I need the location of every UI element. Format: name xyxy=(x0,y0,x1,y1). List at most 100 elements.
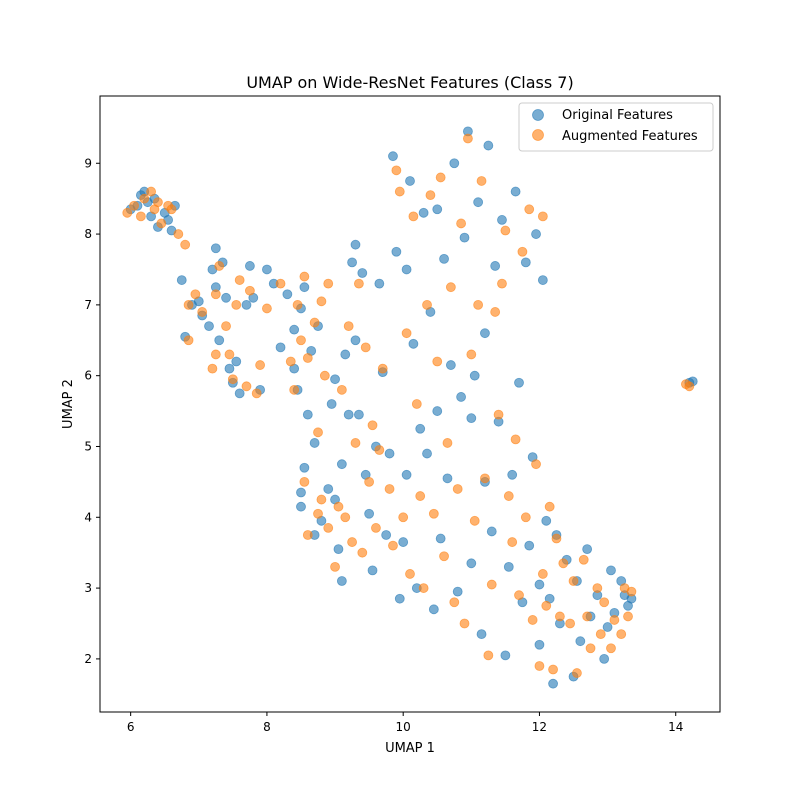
original-point xyxy=(503,561,514,572)
original-point xyxy=(432,204,443,215)
augmented-point xyxy=(548,664,558,675)
original-point xyxy=(442,473,453,484)
original-point xyxy=(534,639,545,650)
augmented-point xyxy=(568,576,579,586)
original-point xyxy=(204,321,214,332)
augmented-point xyxy=(350,438,361,448)
augmented-point xyxy=(558,558,569,569)
original-point xyxy=(210,243,221,254)
augmented-point xyxy=(241,381,252,392)
original-point xyxy=(333,544,344,555)
original-point xyxy=(490,261,501,271)
augmented-point xyxy=(309,317,320,328)
original-point xyxy=(534,579,545,590)
augmented-point xyxy=(599,597,610,608)
y-axis: 2 3 4 5 6 7 8 9 xyxy=(84,156,100,666)
augmented-point xyxy=(442,438,453,448)
augmented-point xyxy=(210,349,221,360)
original-point xyxy=(384,448,395,459)
original-point xyxy=(537,275,548,285)
augmented-point xyxy=(183,299,194,310)
original-point xyxy=(394,593,405,604)
augmented-point xyxy=(537,569,548,579)
original-point xyxy=(405,176,415,186)
augmented-point xyxy=(510,434,521,445)
augmented-point xyxy=(432,356,443,367)
original-point xyxy=(350,335,361,346)
augmented-point xyxy=(503,491,514,501)
original-point xyxy=(582,544,593,555)
augmented-point xyxy=(595,629,606,640)
original-point xyxy=(466,413,477,424)
original-point xyxy=(340,349,351,360)
augmented-point xyxy=(135,211,146,222)
legend-marker-original xyxy=(532,109,544,121)
original-point xyxy=(296,501,306,512)
y-tick-label: 3 xyxy=(84,581,92,595)
augmented-point xyxy=(207,363,218,374)
augmented-point xyxy=(347,537,357,547)
original-point xyxy=(350,239,361,250)
augmented-point xyxy=(354,278,364,289)
original-point xyxy=(445,360,456,370)
original-point xyxy=(374,278,385,289)
original-point xyxy=(408,338,419,349)
y-tick-label: 4 xyxy=(84,510,92,524)
original-point xyxy=(428,604,439,615)
original-point xyxy=(486,526,497,537)
original-point xyxy=(302,409,313,420)
augmented-point xyxy=(524,204,535,215)
augmented-point xyxy=(316,296,327,307)
augmented-point xyxy=(343,321,354,332)
augmented-point xyxy=(493,409,504,420)
original-point xyxy=(415,423,426,434)
original-point xyxy=(449,158,460,169)
legend-box xyxy=(518,102,714,152)
augmented-point xyxy=(336,384,347,395)
augmented-point xyxy=(537,211,548,222)
augmented-point xyxy=(255,360,266,370)
original-point xyxy=(336,459,347,470)
augmented-point xyxy=(374,445,385,455)
original-point xyxy=(459,232,470,243)
y-tick-label: 7 xyxy=(84,298,92,312)
augmented-point xyxy=(405,569,415,579)
augmented-point xyxy=(514,590,524,601)
augmented-point xyxy=(507,537,518,547)
original-point xyxy=(299,282,310,293)
augmented-point xyxy=(323,278,334,289)
original-point xyxy=(541,515,552,526)
augmented-point xyxy=(445,282,456,293)
augmented-point xyxy=(180,239,191,250)
original-point xyxy=(507,469,518,480)
x-tick-label: 8 xyxy=(263,720,271,734)
augmented-point xyxy=(197,307,208,317)
augmented-point xyxy=(551,533,562,544)
augmented-point xyxy=(544,501,555,512)
augmented-point xyxy=(153,197,163,208)
legend: Original Features Augmented Features xyxy=(518,102,714,152)
augmented-point xyxy=(435,172,446,183)
augmented-point xyxy=(190,289,201,300)
original-point xyxy=(480,328,490,339)
augmented-point xyxy=(183,335,194,346)
original-point xyxy=(401,264,412,275)
augmented-point xyxy=(129,200,139,211)
original-point xyxy=(452,586,463,597)
augmented-point xyxy=(323,523,334,533)
augmented-point xyxy=(357,547,368,558)
x-tick-label: 10 xyxy=(396,720,411,734)
augmented-point xyxy=(486,579,497,590)
original-point xyxy=(422,448,432,459)
augmented-point xyxy=(156,218,167,229)
original-point xyxy=(224,363,235,374)
augmented-point xyxy=(497,278,507,289)
augmented-point xyxy=(483,650,494,661)
legend-label-original: Original Features xyxy=(562,108,673,123)
original-point xyxy=(323,484,334,494)
augmented-point xyxy=(500,225,511,236)
original-point xyxy=(336,576,347,586)
augmented-point xyxy=(313,508,323,519)
original-point xyxy=(262,264,272,275)
augmented-point xyxy=(377,363,388,374)
